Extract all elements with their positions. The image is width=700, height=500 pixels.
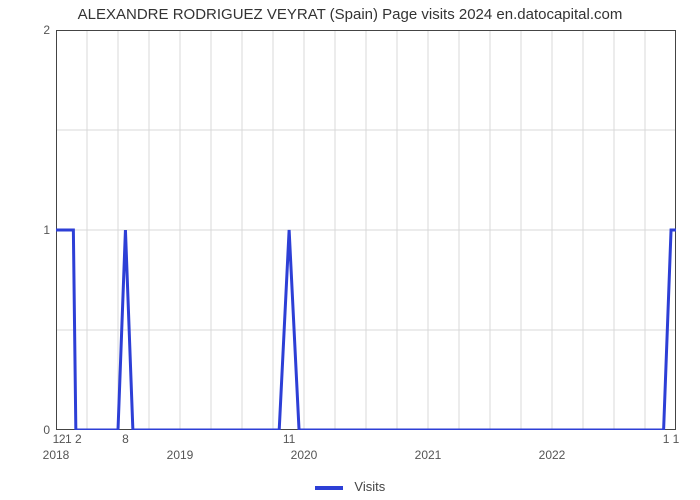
data-label: 8 (122, 432, 129, 446)
chart-container: { "title": "ALEXANDRE RODRIGUEZ VEYRAT (… (0, 0, 700, 500)
x-tick-label: 2020 (291, 448, 318, 462)
x-tick-label: 2022 (539, 448, 566, 462)
x-tick-label: 2021 (415, 448, 442, 462)
y-tick-label: 2 (22, 23, 50, 37)
x-tick-label: 2018 (43, 448, 70, 462)
x-tick-label: 2019 (167, 448, 194, 462)
legend: Visits (0, 479, 700, 494)
data-label: 1 (673, 432, 680, 446)
data-label: 11 (283, 432, 295, 446)
legend-swatch (315, 486, 343, 490)
data-label: 1 (663, 432, 670, 446)
y-tick-label: 0 (22, 423, 50, 437)
data-label: 1 (65, 432, 72, 446)
data-label: 2 (75, 432, 82, 446)
legend-label: Visits (354, 479, 385, 494)
chart-title: ALEXANDRE RODRIGUEZ VEYRAT (Spain) Page … (0, 6, 700, 23)
y-tick-label: 1 (22, 223, 50, 237)
chart-svg (56, 30, 676, 430)
plot-area (56, 30, 676, 430)
